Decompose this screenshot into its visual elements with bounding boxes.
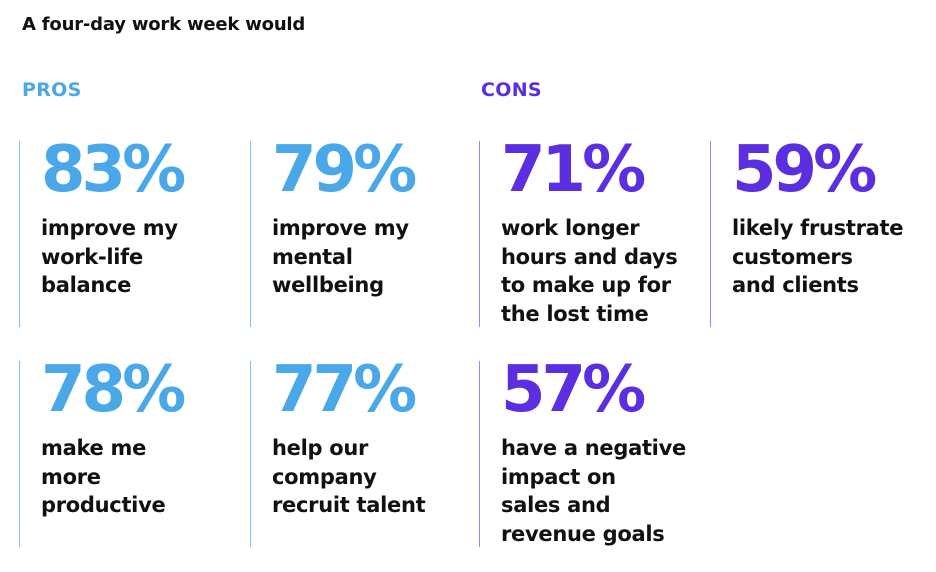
stat-value: 77%: [272, 353, 417, 427]
pros-stat-productive: 78% make me more productive: [19, 353, 241, 547]
stat-description: help our company recruit talent: [272, 436, 426, 517]
stat-description: work longer hours and days to make up fo…: [501, 216, 678, 326]
chart-title: A four-day work week would: [22, 14, 306, 35]
cons-stat-longer-hours: 71% work longer hours and days to make u…: [479, 133, 701, 327]
pros-stat-work-life-balance: 83% improve my work-life balance: [19, 133, 241, 327]
stat-value: 83%: [41, 133, 186, 207]
pros-stat-recruit-talent: 77% help our company recruit talent: [250, 353, 472, 547]
pros-stat-mental-wellbeing: 79% improve my mental wellbeing: [250, 133, 472, 327]
stat-value: 59%: [732, 133, 877, 207]
stat-value: 57%: [501, 353, 646, 427]
stat-description: make me more productive: [41, 436, 166, 517]
stat-description: improve my mental wellbeing: [272, 216, 409, 297]
stat-value: 78%: [41, 353, 186, 427]
cons-heading: CONS: [481, 79, 542, 101]
stat-description: likely frustrate customers and clients: [732, 216, 904, 297]
stat-description: have a negative impact on sales and reve…: [501, 436, 686, 546]
stat-value: 79%: [272, 133, 417, 207]
cons-stat-frustrate-customers: 59% likely frustrate customers and clien…: [710, 133, 932, 327]
stat-description: improve my work-life balance: [41, 216, 178, 297]
pros-heading: PROS: [22, 79, 82, 101]
stat-value: 71%: [501, 133, 646, 207]
cons-stat-negative-impact: 57% have a negative impact on sales and …: [479, 353, 701, 547]
